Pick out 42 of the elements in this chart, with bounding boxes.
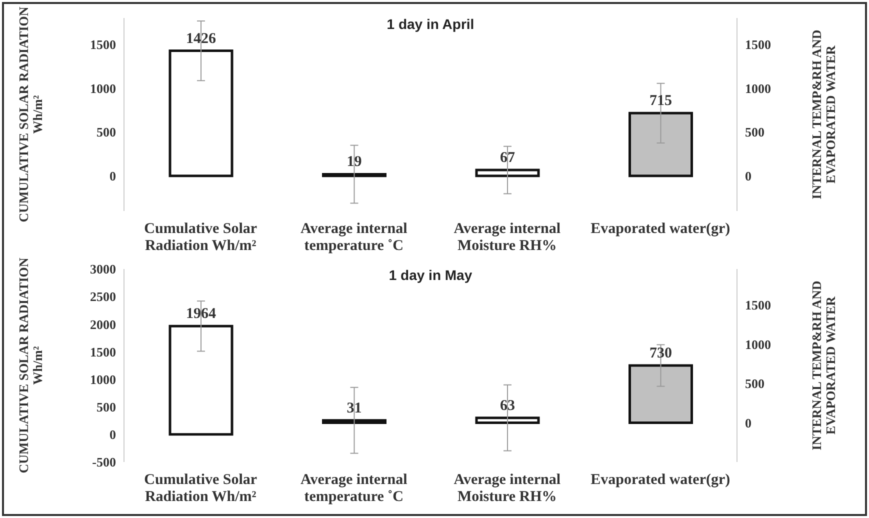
y2-tick-label: 500 bbox=[745, 376, 764, 392]
y2-axis-title: INTERNAL TEMP&RH AND EVAPORATED WATER bbox=[809, 280, 838, 450]
x-tick-label: Average internal temperature ˚C bbox=[300, 472, 408, 505]
y-tick-label: 1500 bbox=[90, 344, 116, 360]
data-label: 730 bbox=[650, 346, 672, 362]
x-tick-label: Evaporated water(gr) bbox=[590, 221, 730, 237]
y2-tick-label: 1500 bbox=[745, 36, 771, 52]
y-tick-label: 2000 bbox=[90, 316, 116, 332]
y2-tick-label: 1000 bbox=[745, 80, 771, 96]
data-label: 31 bbox=[346, 400, 362, 416]
x-tick-label: Average internal Moisture RH% bbox=[454, 472, 561, 505]
x-tick-label: Average internal Moisture RH% bbox=[454, 221, 561, 254]
y2-axis-title: INTERNAL TEMP&RH AND EVAPORATED WATER bbox=[809, 30, 838, 200]
y-tick-label: -500 bbox=[92, 454, 116, 470]
chart-title: 1 day in May bbox=[388, 267, 472, 283]
y-tick-label: 1500 bbox=[90, 36, 116, 52]
y2-tick-label: 1000 bbox=[745, 336, 771, 352]
y2-tick-label: 0 bbox=[745, 168, 752, 184]
y-axis-title: CUMULATIVE SOLAR RADIATION Wh/m² bbox=[16, 6, 45, 222]
y-tick-label: 2500 bbox=[90, 289, 116, 304]
data-label: 67 bbox=[500, 150, 516, 166]
y-tick-label: 1000 bbox=[90, 80, 116, 96]
data-label: 19 bbox=[346, 154, 362, 170]
y-tick-label: 1000 bbox=[90, 372, 116, 387]
y-axis-title: CUMULATIVE SOLAR RADIATION Wh/m² bbox=[16, 257, 45, 474]
y-tick-label: 0 bbox=[110, 427, 116, 442]
data-label: 1426 bbox=[186, 30, 216, 47]
y2-tick-label: 1500 bbox=[745, 298, 771, 313]
x-tick-label: Average internal temperature ˚C bbox=[300, 221, 408, 254]
y2-tick-label: 0 bbox=[745, 415, 752, 430]
data-label: 1964 bbox=[186, 306, 216, 322]
y-tick-label: 500 bbox=[96, 124, 116, 140]
y-tick-label: 500 bbox=[96, 399, 116, 414]
x-tick-label: Evaporated water(gr) bbox=[590, 472, 730, 488]
data-label: 63 bbox=[500, 398, 515, 414]
y2-tick-label: 500 bbox=[745, 124, 764, 140]
x-tick-label: Cumulative Solar Radiation Wh/m² bbox=[144, 472, 258, 505]
data-label: 715 bbox=[650, 93, 672, 110]
y-tick-label: 0 bbox=[110, 168, 116, 184]
chart-title: 1 day in April bbox=[386, 16, 474, 32]
x-tick-label: Cumulative Solar Radiation Wh/m² bbox=[144, 221, 258, 254]
y-tick-label: 3000 bbox=[90, 262, 116, 277]
